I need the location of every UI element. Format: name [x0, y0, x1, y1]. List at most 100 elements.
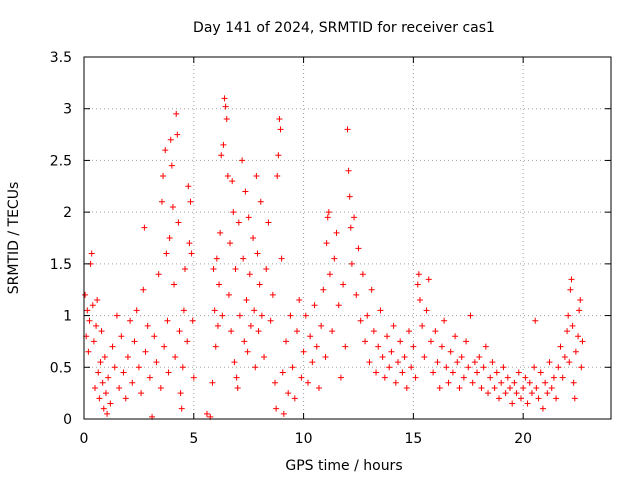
data-point — [164, 317, 171, 324]
data-point — [569, 322, 576, 329]
data-point — [246, 271, 253, 278]
plot-frame — [83, 56, 612, 420]
data-point — [296, 297, 303, 304]
data-point — [255, 328, 262, 335]
data-point — [524, 400, 531, 407]
data-point — [324, 214, 331, 221]
data-point — [386, 364, 393, 371]
data-point — [252, 364, 259, 371]
data-point — [219, 312, 226, 319]
data-point — [276, 116, 283, 123]
data-point — [565, 312, 572, 319]
data-point — [577, 297, 584, 304]
data-point — [362, 338, 369, 345]
data-point — [177, 390, 184, 397]
data-point — [229, 178, 236, 185]
data-point — [535, 395, 542, 402]
data-point — [142, 348, 149, 355]
y-tick-label: 2.5 — [50, 153, 72, 169]
data-point — [221, 95, 228, 102]
data-point — [253, 172, 260, 179]
data-point — [526, 379, 533, 386]
data-point — [267, 317, 274, 324]
data-point — [522, 374, 529, 381]
data-point — [218, 152, 225, 159]
data-point — [465, 364, 472, 371]
data-point — [578, 364, 585, 371]
data-point — [570, 379, 577, 386]
data-point — [430, 369, 437, 376]
data-point — [88, 250, 95, 257]
data-point — [279, 369, 286, 376]
data-point — [94, 297, 101, 304]
data-point — [235, 219, 242, 226]
y-tick-label: 1.5 — [50, 257, 72, 273]
data-point — [373, 369, 380, 376]
data-point — [392, 379, 399, 386]
data-point — [482, 343, 489, 350]
data-point — [533, 384, 540, 391]
data-point — [84, 307, 91, 314]
data-point — [348, 260, 355, 267]
data-point — [559, 374, 566, 381]
data-point — [211, 307, 218, 314]
data-point — [133, 307, 140, 314]
data-point — [456, 384, 463, 391]
data-point — [368, 286, 375, 293]
data-point — [504, 374, 511, 381]
data-point — [403, 384, 410, 391]
data-point — [241, 338, 248, 345]
data-point — [489, 359, 496, 366]
data-point — [537, 369, 544, 376]
data-point — [251, 307, 258, 314]
y-axis-label: SRMTID / TECUs — [6, 182, 22, 295]
data-point — [263, 266, 270, 273]
data-point — [168, 162, 175, 169]
data-point — [285, 390, 292, 397]
data-point — [230, 209, 237, 216]
data-point — [228, 328, 235, 335]
data-point — [500, 364, 507, 371]
data-point — [568, 276, 575, 283]
data-point — [245, 214, 252, 221]
data-point — [161, 343, 168, 350]
data-point — [278, 255, 285, 262]
data-point — [498, 379, 505, 386]
data-point — [322, 353, 329, 360]
data-point — [405, 328, 412, 335]
data-point — [476, 353, 483, 360]
data-point — [90, 338, 97, 345]
data-point — [460, 374, 467, 381]
data-point — [172, 353, 179, 360]
data-point — [576, 307, 583, 314]
data-point — [257, 198, 264, 205]
data-point — [184, 338, 191, 345]
data-point — [111, 364, 118, 371]
data-point — [438, 343, 445, 350]
data-point — [186, 240, 193, 247]
data-point — [122, 395, 129, 402]
data-point — [153, 359, 160, 366]
data-point — [222, 103, 229, 110]
data-point — [344, 126, 351, 133]
data-point — [227, 240, 234, 247]
data-point — [313, 343, 320, 350]
data-point — [82, 291, 89, 298]
data-point — [280, 410, 287, 417]
data-point — [107, 400, 114, 407]
data-point — [318, 322, 325, 329]
data-point — [203, 410, 210, 417]
data-point — [454, 359, 461, 366]
data-point — [517, 395, 524, 402]
data-point — [223, 116, 230, 123]
data-point — [548, 384, 555, 391]
data-point — [355, 245, 362, 252]
data-point — [381, 374, 388, 381]
data-point — [320, 286, 327, 293]
data-point — [105, 374, 112, 381]
data-point — [436, 384, 443, 391]
data-point — [491, 384, 498, 391]
data-point — [243, 297, 250, 304]
data-point — [225, 291, 232, 298]
data-point — [231, 359, 238, 366]
